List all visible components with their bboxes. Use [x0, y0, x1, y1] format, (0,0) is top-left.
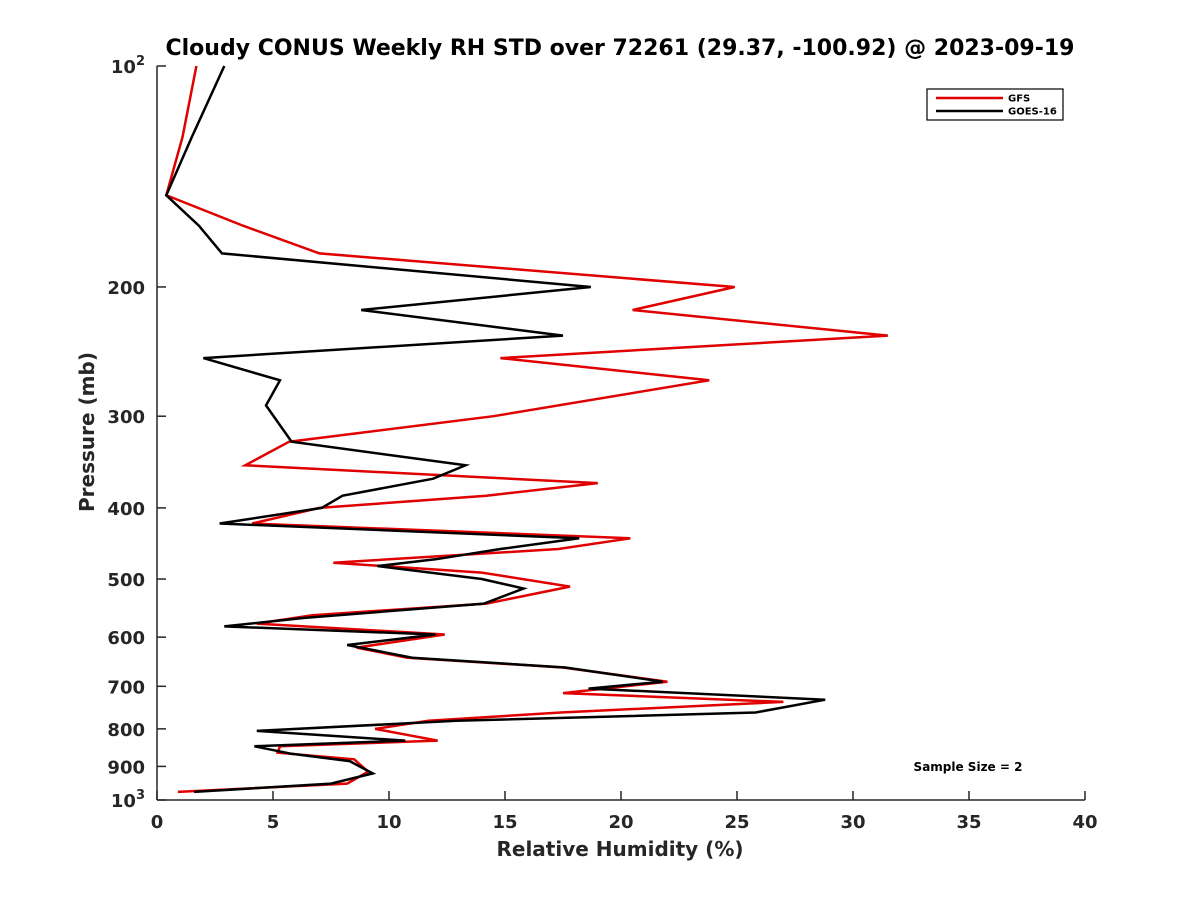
x-tick-label: 5 [267, 812, 280, 833]
legend-label-gfs: GFS [1008, 94, 1030, 105]
y-tick-label: 500 [107, 570, 145, 591]
y-tick-label: 400 [107, 499, 145, 520]
x-tick-label: 10 [376, 812, 401, 833]
y-tick-label: 103 [111, 788, 145, 812]
y-tick-label: 800 [107, 720, 145, 741]
series-line-gfs [164, 65, 888, 794]
x-axis-label: Relative Humidity (%) [496, 837, 743, 861]
legend-box [926, 88, 1064, 121]
series-line-goes-16 [164, 65, 826, 794]
legend: GFS GOES-16 [926, 88, 1064, 121]
y-tick-label: 700 [107, 677, 145, 698]
y-tick-label: 900 [107, 757, 145, 778]
x-tick-label: 0 [151, 812, 164, 833]
x-tick-label: 15 [492, 812, 517, 833]
x-tick-label: 40 [1072, 812, 1097, 833]
x-tick-label: 25 [724, 812, 749, 833]
y-tick-label: 102 [111, 54, 145, 78]
y-tick-label: 600 [107, 628, 145, 649]
x-tick-label: 30 [840, 812, 865, 833]
chart-title: Cloudy CONUS Weekly RH STD over 72261 (2… [166, 36, 1075, 61]
y-axis-label: Pressure (mb) [75, 352, 99, 512]
plot-area: 0 5 10 15 20 25 30 35 40 102 200 300 400 500 600 700 800… [107, 54, 1097, 833]
x-tick-label: 35 [956, 812, 981, 833]
x-tick-label: 20 [608, 812, 633, 833]
sample-size-annotation: Sample Size = 2 [914, 760, 1023, 774]
y-tick-label: 200 [107, 278, 145, 299]
legend-label-goes-16: GOES-16 [1008, 107, 1057, 118]
y-tick-label: 300 [107, 407, 145, 428]
